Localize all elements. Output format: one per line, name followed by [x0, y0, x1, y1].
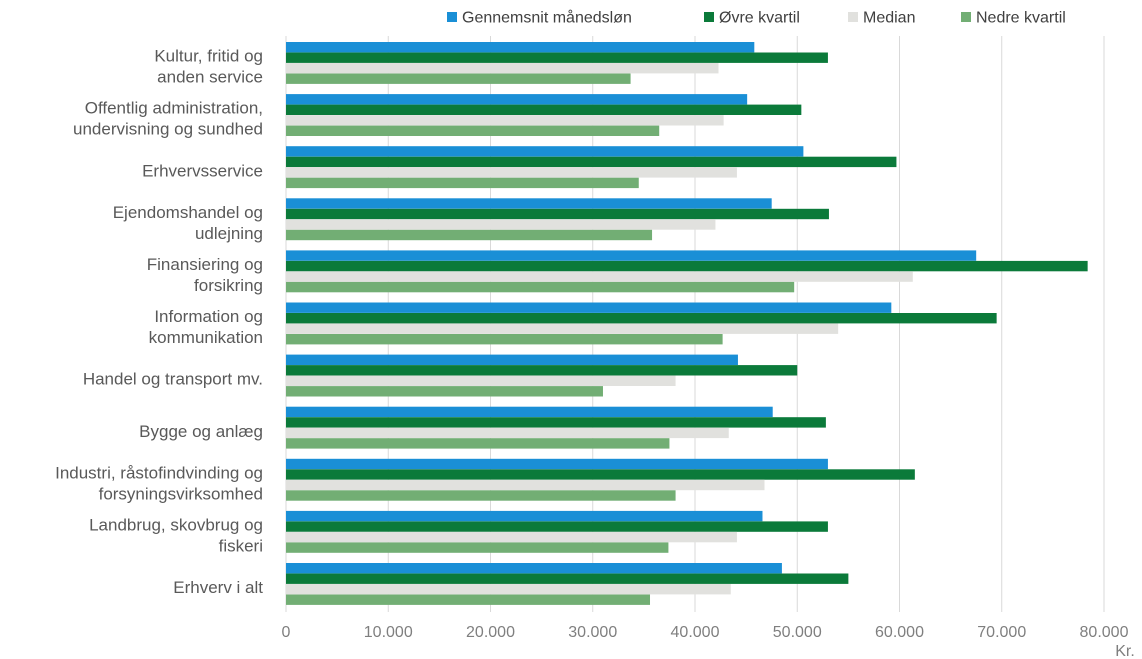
- category-label-line: kommunikation: [149, 328, 263, 347]
- bar: [286, 42, 755, 53]
- category-label-line: udlejning: [195, 224, 263, 243]
- bar: [286, 490, 676, 501]
- legend-label: Median: [863, 10, 915, 27]
- x-tick-label: 30.000: [568, 624, 617, 641]
- bar: [286, 271, 913, 282]
- bar: [286, 594, 651, 605]
- bar: [286, 302, 892, 313]
- category-label: Landbrug, skovbrug og fiskeri: [89, 515, 263, 555]
- bar: [286, 260, 1088, 272]
- category-label-line: Offentlig administration,: [85, 99, 263, 118]
- category-label: Handel og transport mv.: [83, 370, 263, 389]
- bar: [286, 198, 772, 209]
- bar: [286, 479, 765, 491]
- category-label-line: Ejendomshandel og: [113, 203, 263, 222]
- category-label: Finansiering og forsikring: [147, 255, 263, 295]
- x-axis-tick-labels: 0 10.000 20.000 30.000 40.000 50.000 60.000 70.…: [282, 624, 1129, 641]
- bar: [286, 510, 763, 522]
- category-label-line: undervisning og sundhed: [73, 120, 263, 139]
- category-label-line: Industri, råstofindvinding og: [55, 463, 263, 482]
- bar: [286, 531, 737, 543]
- legend-swatch: [848, 12, 858, 22]
- category-label-line: Erhvervsservice: [142, 161, 263, 180]
- bar: [286, 406, 773, 418]
- category-label: Bygge og anlæg: [139, 422, 263, 441]
- category-label-line: fiskeri: [219, 536, 263, 555]
- bar: [286, 563, 782, 574]
- category-label: Erhverv i alt: [173, 578, 263, 597]
- bar: [286, 63, 719, 74]
- bar: [286, 281, 795, 293]
- category-label-line: Erhverv i alt: [173, 578, 263, 597]
- bar: [286, 167, 737, 178]
- category-label: Industri, råstofindvinding og forsyningsv…: [55, 463, 263, 503]
- bar: [286, 115, 724, 126]
- bar: [286, 125, 660, 136]
- bar: [286, 219, 716, 230]
- bar: [286, 386, 603, 397]
- bar: [286, 542, 669, 553]
- bar: [286, 334, 723, 345]
- category-label-line: Handel og transport mv.: [83, 370, 263, 389]
- bar: [286, 438, 670, 449]
- x-tick-label: 80.000: [1080, 624, 1129, 641]
- x-tick-label: 70.000: [977, 624, 1026, 641]
- category-label-line: Finansiering og: [147, 255, 263, 274]
- bar: [286, 208, 829, 220]
- x-tick-label: 20.000: [466, 624, 515, 641]
- category-label-line: Kultur, fritid og: [154, 47, 263, 66]
- legend-swatch: [447, 12, 457, 22]
- category-label-line: forsikring: [194, 276, 263, 295]
- x-axis-unit-label: Kr.: [1115, 643, 1135, 659]
- x-tick-label: 10.000: [364, 624, 413, 641]
- bar: [286, 521, 828, 532]
- bar: [286, 146, 804, 157]
- bar: [286, 354, 738, 365]
- bar: [286, 417, 826, 428]
- bar: [286, 52, 828, 63]
- bar: [286, 229, 653, 241]
- category-label-line: Information og: [154, 307, 263, 326]
- x-tick-label: 0: [282, 624, 291, 641]
- category-label: Kultur, fritid og anden service: [154, 47, 263, 87]
- category-label-line: forsyningsvirksomhed: [99, 484, 263, 503]
- bar: [286, 323, 839, 334]
- legend-swatch: [704, 12, 714, 22]
- x-tick-label: 40.000: [671, 624, 720, 641]
- bar: [286, 73, 631, 84]
- bar: [286, 584, 731, 595]
- bar: [286, 156, 897, 168]
- bar: [286, 458, 828, 470]
- category-label-line: Bygge og anlæg: [139, 422, 263, 441]
- bar: [286, 365, 798, 376]
- bar: [286, 375, 676, 386]
- legend-label: Nedre kvartil: [976, 10, 1066, 27]
- bar: [286, 427, 729, 439]
- x-tick-label: 60.000: [875, 624, 924, 641]
- bars: [286, 42, 1088, 605]
- legend: Gennemsnit månedsløn Øvre kvartil Median Ne…: [447, 9, 1066, 27]
- legend-label: Gennemsnit månedsløn: [462, 9, 632, 27]
- bar: [286, 573, 849, 584]
- category-label-line: Landbrug, skovbrug og: [89, 515, 263, 534]
- category-label-line: anden service: [157, 68, 263, 87]
- bar: [286, 177, 639, 189]
- x-tick-label: 50.000: [773, 624, 822, 641]
- legend-swatch: [961, 12, 971, 22]
- category-label: Erhvervsservice: [142, 161, 263, 180]
- category-labels: Kultur, fritid og anden service Offentlig …: [55, 47, 263, 597]
- legend-label: Øvre kvartil: [719, 10, 800, 27]
- bar: [286, 250, 977, 261]
- bar: [286, 104, 802, 115]
- bar: [286, 313, 997, 324]
- category-label: Ejendomshandel og udlejning: [113, 203, 263, 243]
- bar: [286, 469, 915, 480]
- category-label: Offentlig administration, undervisning og…: [73, 99, 263, 139]
- category-label: Information og kommunikation: [149, 307, 263, 347]
- bar: [286, 94, 748, 105]
